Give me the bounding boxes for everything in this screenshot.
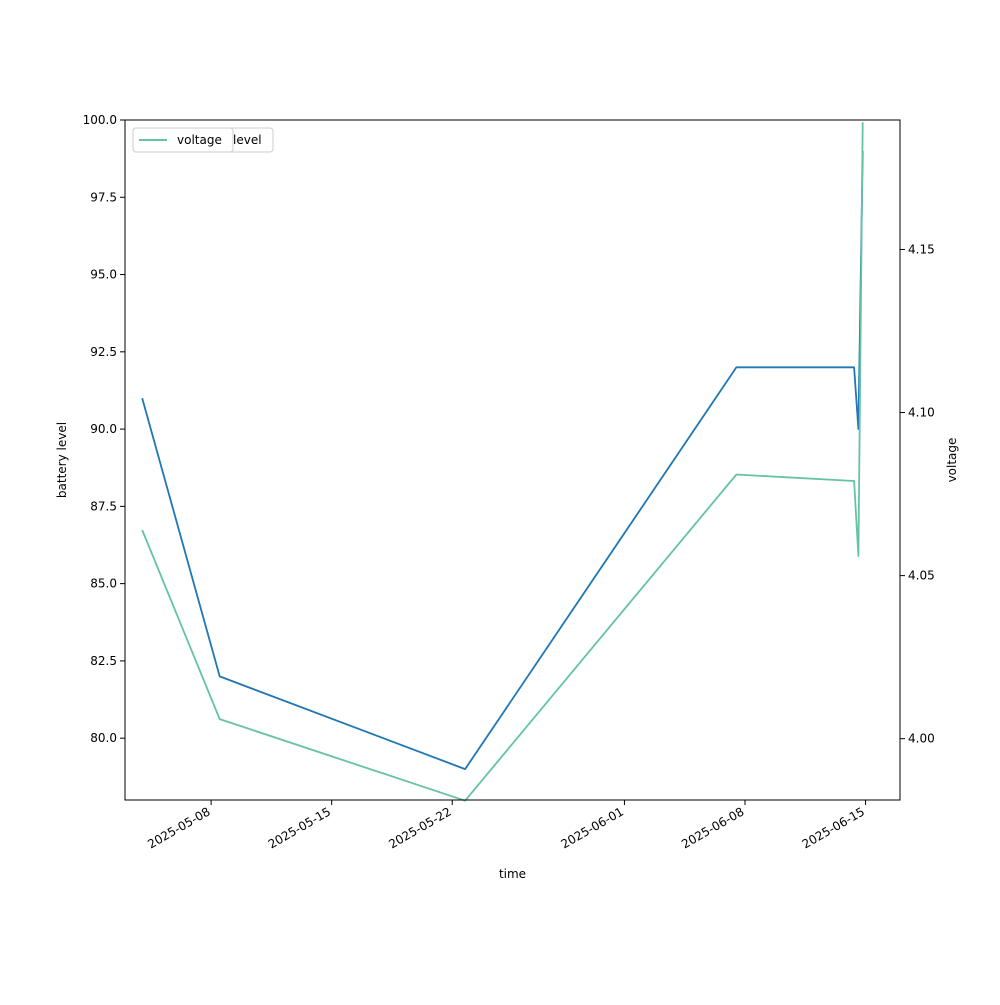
x-tick-label: 2025-06-08 — [679, 804, 746, 851]
y-left-tick-label: 97.5 — [90, 190, 117, 204]
x-tick-label: 2025-06-15 — [800, 804, 867, 851]
y-axis-left-label: battery level — [55, 422, 69, 498]
axes: 2025-05-08 2025-05-15 2025-05-22 2025-06-01… — [83, 113, 935, 851]
y-left-tick-label: 92.5 — [90, 345, 117, 359]
y-left-tick-label: 100.0 — [83, 113, 117, 127]
y-right-tick-label: 4.15 — [908, 242, 935, 256]
y-left-tick-label: 85.0 — [90, 577, 117, 591]
y-right-tick-label: 4.10 — [908, 406, 935, 420]
x-tick-label: 2025-05-08 — [145, 804, 212, 851]
series-line-voltage — [141, 122, 864, 802]
y-left-tick-label: 80.0 — [90, 731, 117, 745]
y-right-tick-label: 4.00 — [908, 732, 935, 746]
axis-labels: time battery level voltage — [55, 422, 959, 881]
legend-box-voltage — [132, 127, 234, 153]
legend-label-voltage: voltage — [177, 133, 222, 147]
x-tick-label: 2025-06-01 — [559, 804, 626, 851]
legend-label-level: level — [233, 133, 262, 147]
y-left-tick-label: 95.0 — [90, 268, 117, 282]
y-left-tick-label: 90.0 — [90, 422, 117, 436]
plot-area — [141, 122, 864, 802]
x-axis-label: time — [499, 867, 526, 881]
y-right-tick-label: 4.05 — [908, 569, 935, 583]
series-line-level — [141, 150, 864, 770]
legend: level voltage — [132, 127, 274, 153]
y-left-tick-label: 87.5 — [90, 499, 117, 513]
x-tick-label: 2025-05-22 — [386, 804, 453, 851]
y-left-tick-label: 82.5 — [90, 654, 117, 668]
plot-frame — [124, 119, 901, 801]
y-axis-right-label: voltage — [945, 438, 959, 483]
x-tick-label: 2025-05-15 — [266, 804, 333, 851]
